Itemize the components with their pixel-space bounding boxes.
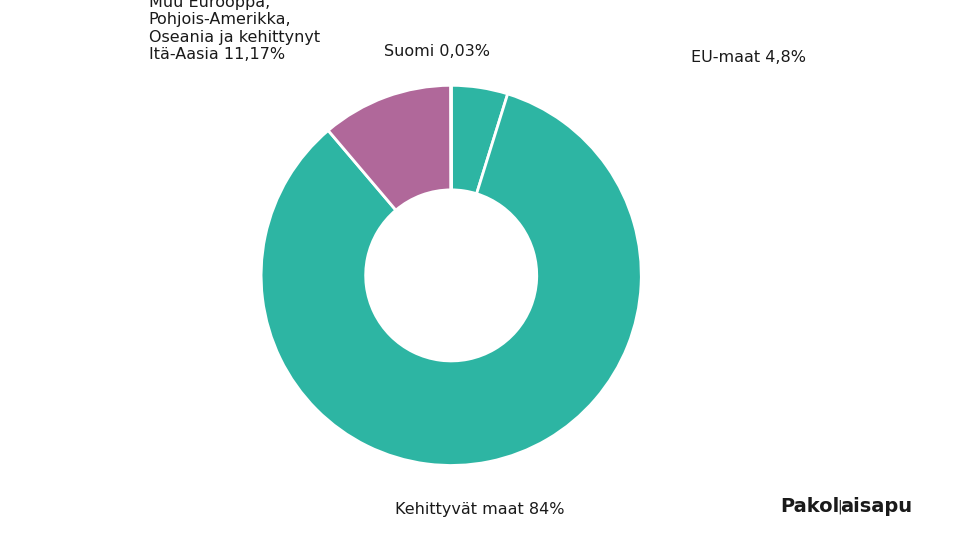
Wedge shape [328, 85, 451, 210]
Text: Pakol: Pakol [780, 497, 840, 516]
Text: |: | [838, 500, 842, 514]
Text: EU-maat 4,8%: EU-maat 4,8% [691, 50, 806, 65]
Text: Kehittyvät maat 84%: Kehittyvät maat 84% [396, 502, 564, 517]
Text: aisapu: aisapu [840, 497, 912, 516]
Text: Muu Eurooppa,
Pohjois-Amerikka,
Oseania ja kehittynyt
Itä-Aasia 11,17%: Muu Eurooppa, Pohjois-Amerikka, Oseania … [149, 0, 320, 62]
Text: Suomi 0,03%: Suomi 0,03% [384, 44, 490, 59]
Wedge shape [261, 94, 641, 465]
Wedge shape [451, 85, 508, 194]
